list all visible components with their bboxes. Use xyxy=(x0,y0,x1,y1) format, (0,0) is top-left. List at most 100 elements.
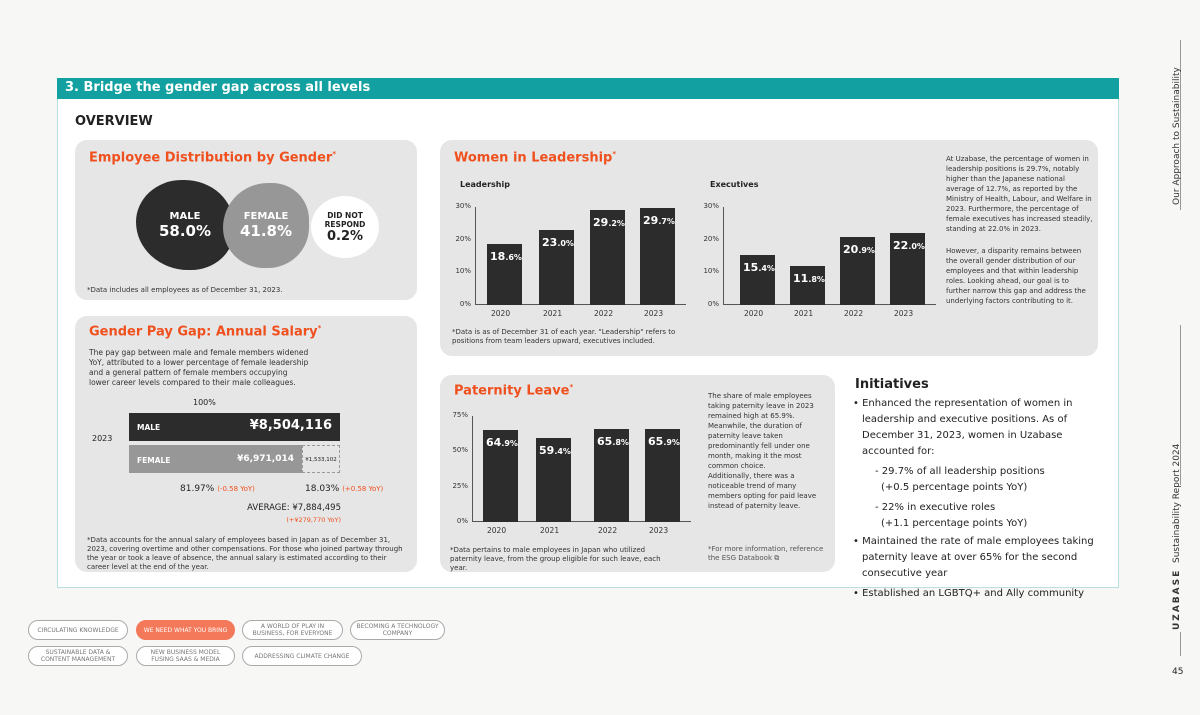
y-tick-label: 10% xyxy=(455,267,471,276)
bar-value-label: 29.2% xyxy=(593,215,625,229)
bar-value-label: 22.0% xyxy=(893,239,925,253)
leadership-note: *Data is as of December 31 of each year.… xyxy=(452,328,676,345)
x-tick-label: 2021 xyxy=(794,309,814,318)
bar-value-label: 59.4% xyxy=(539,444,571,458)
nav-circulating-knowledge[interactable]: CIRCULATING KNOWLEDGE xyxy=(28,620,128,640)
x-tick-label: 2022 xyxy=(844,309,864,318)
paygap-description: The pay gap between male and female memb… xyxy=(89,348,309,387)
nav-sustainable-data[interactable]: SUSTAINABLE DATA & CONTENT MANAGEMENT xyxy=(28,646,128,666)
female-label: FEMALE xyxy=(243,211,289,222)
paternity-note: *Data pertains to male employees in Japa… xyxy=(450,546,661,572)
male-salary-value: ¥8,504,116 xyxy=(249,418,332,433)
chart-title: Leadership xyxy=(460,180,510,189)
x-tick-label: 2023 xyxy=(894,309,914,318)
initiative-item: (+0.5 percentage points YoY) xyxy=(881,482,1028,493)
x-tick-label: 2021 xyxy=(540,526,560,535)
male-value: 58.0% xyxy=(158,221,212,240)
gap-value: ¥1,533,102 xyxy=(302,445,340,473)
paygap-title: Gender Pay Gap: Annual Salary* xyxy=(89,324,322,340)
paygap-panel: Gender Pay Gap: Annual Salary* The pay g… xyxy=(75,316,417,572)
x-tick-label: 2020 xyxy=(487,526,507,535)
x-tick-label: 2021 xyxy=(543,309,563,318)
female-salary-bar: FEMALE ¥6,971,014 xyxy=(129,445,302,473)
y-tick-label: 30% xyxy=(455,202,471,210)
bar xyxy=(594,429,629,522)
average-yoy: (+¥279,770 YoY) xyxy=(286,516,341,524)
male-salary-label: MALE xyxy=(137,423,161,432)
bar-value-label: 65.9% xyxy=(648,434,680,448)
bar-value-label: 18.6% xyxy=(490,250,522,264)
female-pct: 81.97% (-0.58 YoY) xyxy=(180,484,255,494)
chart-axis xyxy=(475,207,686,305)
bar-value-label: 65.8% xyxy=(597,435,629,448)
esg-databook-link[interactable]: *For more information, reference the ESG… xyxy=(708,545,824,562)
bar xyxy=(840,236,875,305)
chart-axis xyxy=(723,207,936,305)
initiative-item: • Established an LGBTQ+ and Ally communi… xyxy=(853,588,1085,599)
hundred-label: 100% xyxy=(193,398,216,407)
bar-value-label: 20.9% xyxy=(843,242,875,256)
nav-we-need-what-you-bring[interactable]: WE NEED WHAT YOU BRING xyxy=(136,620,235,640)
x-tick-label: 2022 xyxy=(598,526,618,535)
x-tick-label: 2022 xyxy=(594,309,614,318)
nav-world-of-play[interactable]: A WORLD OF PLAY IN BUSINESS, FOR EVERYON… xyxy=(242,620,343,640)
y-tick-label: 0% xyxy=(707,300,719,308)
no-response-blob: DID NOT RESPOND 0.2% xyxy=(311,196,379,258)
chart-axis xyxy=(472,416,691,522)
initiative-item: - 22% in executive roles xyxy=(875,502,996,513)
female-value: 41.8% xyxy=(239,222,293,240)
x-tick-label: 2023 xyxy=(649,526,669,535)
x-tick-label: 2020 xyxy=(744,309,764,318)
gap-pct: 18.03% (+0.58 YoY) xyxy=(305,484,384,494)
paygap-note: *Data accounts for the annual salary of … xyxy=(87,536,403,571)
year-label: 2023 xyxy=(92,434,113,443)
female-salary-label: FEMALE xyxy=(137,456,171,465)
y-tick-label: 25% xyxy=(452,481,468,490)
y-tick-label: 75% xyxy=(452,411,468,419)
y-tick-label: 0% xyxy=(459,300,471,308)
y-tick-label: 50% xyxy=(452,446,468,455)
initiative-item: - 29.7% of all leadership positions xyxy=(875,466,1045,477)
bar-value-label: 15.4% xyxy=(743,260,775,274)
bar xyxy=(487,244,522,305)
bar-value-label: 64.9% xyxy=(486,436,518,450)
side-divider xyxy=(1180,40,1181,210)
leadership-paragraph-2: However, a disparity remains between the… xyxy=(946,247,1086,305)
initiatives-title: Initiatives xyxy=(855,377,929,392)
bar xyxy=(645,428,680,522)
no-response-value: 0.2% xyxy=(326,228,364,244)
leadership-title: Women in Leadership* xyxy=(454,150,617,166)
side-report-label: UZABASE Sustainability Report 2024 xyxy=(1172,443,1182,630)
bar-value-label: 23.0% xyxy=(542,235,574,249)
initiative-item: (+1.1 percentage points YoY) xyxy=(881,518,1028,529)
distribution-title: Employee Distribution by Gender* xyxy=(89,150,337,166)
initiative-item: • Maintained the rate of male employees … xyxy=(853,536,1094,579)
paternity-panel: Paternity Leave* *Data pertains to male … xyxy=(440,375,835,572)
bar-value-label: 11.8% xyxy=(793,272,825,286)
male-label: MALE xyxy=(169,210,201,222)
bar xyxy=(790,266,825,305)
y-tick-label: 20% xyxy=(455,234,471,243)
section-title: 3. Bridge the gender gap across all leve… xyxy=(57,78,1119,99)
page-number: 45 xyxy=(1172,667,1184,677)
nav-technology-company[interactable]: BECOMING A TECHNOLOGY COMPANY xyxy=(350,620,445,640)
no-response-label: DID NOT RESPOND xyxy=(324,210,366,229)
side-divider xyxy=(1180,632,1181,656)
male-salary-bar: MALE ¥8,504,116 xyxy=(129,413,340,441)
side-section-label: Our Approach to Sustainability xyxy=(1172,67,1182,205)
bar-value-label: 29.7% xyxy=(643,213,675,227)
average-salary: AVERAGE: ¥7,884,495 xyxy=(247,503,341,513)
male-blob: MALE 58.0% xyxy=(136,180,234,270)
female-salary-value: ¥6,971,014 xyxy=(237,454,294,464)
x-tick-label: 2020 xyxy=(491,309,511,318)
leadership-panel: Women in Leadership* *Data is as of Dece… xyxy=(440,140,1098,356)
x-tick-label: 2023 xyxy=(644,309,664,318)
nav-new-business-model[interactable]: NEW BUSINESS MODEL FUSING SAAS & MEDIA xyxy=(136,646,235,666)
leadership-paragraph-1: At Uzabase, the percentage of women in l… xyxy=(946,155,1093,233)
bar xyxy=(536,438,571,522)
distribution-note: *Data includes all employees as of Decem… xyxy=(87,286,283,294)
bar xyxy=(539,229,574,305)
overview-heading: OVERVIEW xyxy=(75,114,153,129)
bar xyxy=(890,233,925,305)
nav-climate-change[interactable]: ADDRESSING CLIMATE CHANGE xyxy=(242,646,362,666)
